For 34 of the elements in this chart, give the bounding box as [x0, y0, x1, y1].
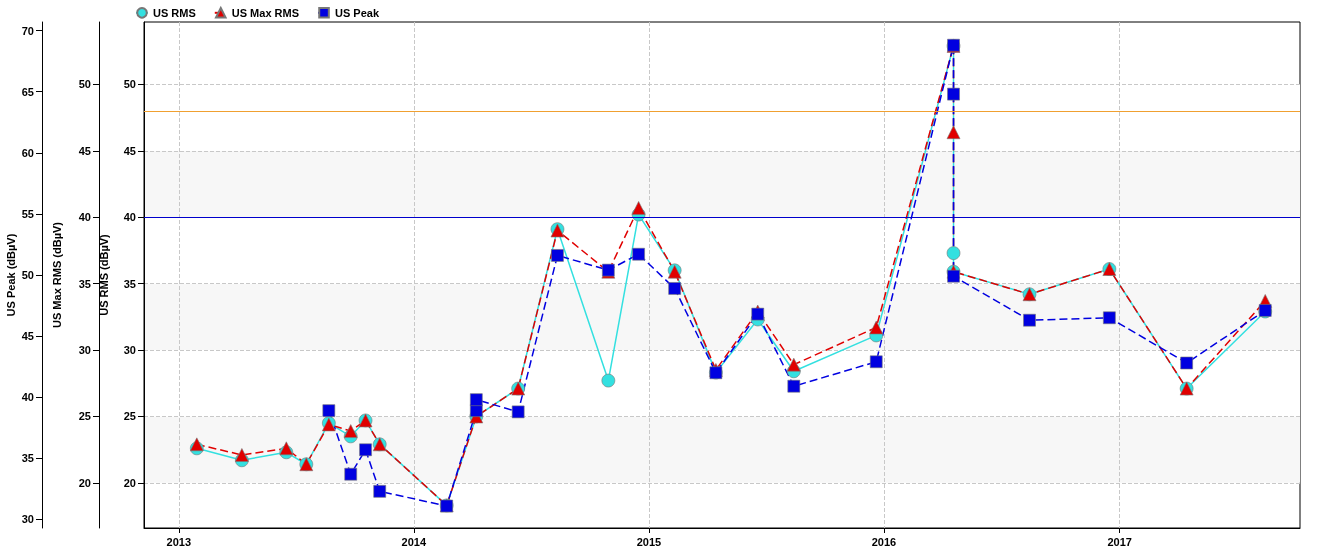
- y2-tick-label: 60: [21, 146, 34, 159]
- y-tick-label: 25: [123, 410, 136, 423]
- y2-tick-label: 40: [21, 391, 34, 404]
- y2-tick-label: 65: [21, 85, 34, 98]
- y3-tick-label: 50: [78, 78, 91, 91]
- y2-axis-title: US Peak (dBµV): [4, 233, 17, 317]
- x-tick-label: 2014: [401, 535, 427, 548]
- y-tick-label: 40: [123, 211, 136, 224]
- y2-tick-label: 35: [21, 452, 34, 465]
- x-tick-label: 2017: [1107, 535, 1132, 548]
- y3-tick-label: 30: [78, 344, 91, 357]
- y-tick-label: 35: [123, 277, 136, 290]
- y-tick-label: 50: [123, 78, 136, 91]
- y2-tick-label: 45: [21, 330, 34, 343]
- y3-tick-label: 40: [78, 211, 91, 224]
- y3-tick-label: 35: [78, 277, 91, 290]
- legend-label: US Peak: [335, 6, 380, 19]
- x-tick-label: 2016: [871, 535, 897, 548]
- y-tick-label: 45: [123, 144, 136, 157]
- y3-tick-label: 45: [78, 144, 91, 157]
- y2-tick-label: 55: [21, 207, 34, 220]
- x-tick-label: 2015: [636, 535, 662, 548]
- legend-label: US RMS: [153, 6, 196, 19]
- x-tick-label: 2013: [166, 535, 192, 548]
- y-tick-label: 20: [123, 476, 136, 489]
- y2-tick-label: 70: [21, 24, 34, 37]
- y-axis-title: US RMS (dBµV): [97, 233, 110, 316]
- y3-axis-title: US Max RMS (dBµV): [50, 221, 63, 328]
- legend-label: US Max RMS: [231, 6, 300, 19]
- y-tick-label: 30: [123, 344, 136, 357]
- y2-tick-label: 50: [21, 269, 34, 281]
- y3-tick-label: 20: [78, 476, 91, 489]
- y2-tick-label: 30: [21, 513, 34, 526]
- y3-tick-label: 25: [78, 410, 91, 423]
